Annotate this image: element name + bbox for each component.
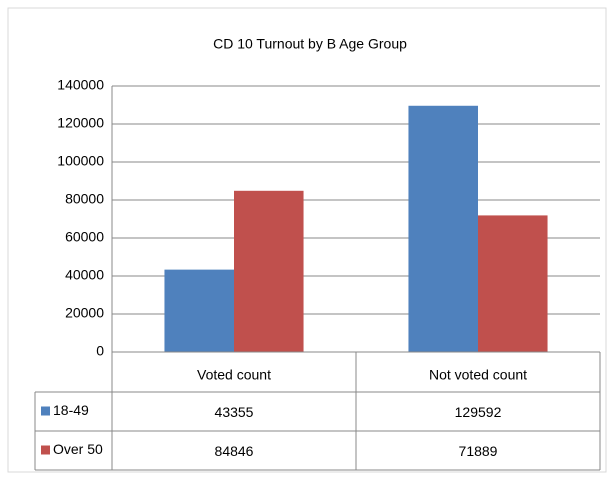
y-tick-label: 120000 <box>57 115 104 131</box>
y-tick-label: 60000 <box>65 229 104 245</box>
x-tick-label: Voted count <box>197 367 271 383</box>
y-tick-label: 0 <box>96 343 104 359</box>
y-tick-label: 40000 <box>65 267 104 283</box>
y-tick-label: 20000 <box>65 305 104 321</box>
table-value: 129592 <box>455 404 502 420</box>
table-value: 43355 <box>215 404 254 420</box>
legend-label: 18-49 <box>53 402 89 418</box>
table-value: 84846 <box>215 443 254 459</box>
bar <box>408 105 478 352</box>
chart-title: CD 10 Turnout by B Age Group <box>213 36 407 52</box>
x-tick-label: Not voted count <box>429 367 527 383</box>
y-tick-label: 100000 <box>57 153 104 169</box>
bar <box>164 269 234 352</box>
table-value: 71889 <box>459 443 498 459</box>
bar <box>234 190 304 352</box>
legend-label: Over 50 <box>53 441 103 457</box>
y-tick-label: 80000 <box>65 191 104 207</box>
y-tick-label: 140000 <box>57 77 104 93</box>
legend-key <box>41 445 50 455</box>
bar <box>478 215 548 352</box>
legend-key <box>41 406 50 416</box>
